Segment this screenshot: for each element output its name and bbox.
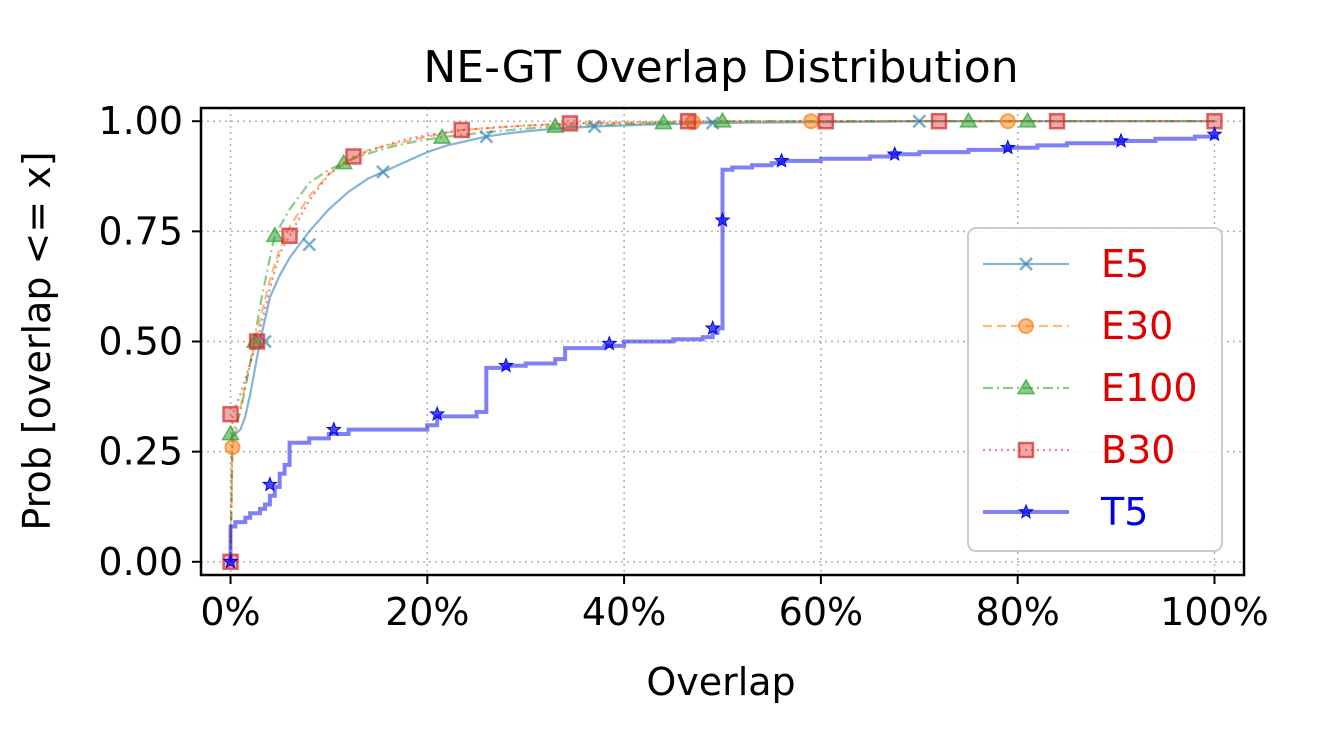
- legend: E5 E30 E100 B30 T5: [967, 227, 1223, 552]
- data-point-b30: [345, 148, 362, 165]
- chart-title: NE-GT Overlap Distribution: [423, 42, 1018, 93]
- y-tick-label: 0.50: [98, 320, 183, 364]
- legend-frame: [967, 227, 1223, 552]
- y-tick-label: 0.75: [98, 209, 183, 253]
- data-point-t5: [1206, 125, 1223, 142]
- legend-label-b30: B30: [1101, 428, 1175, 472]
- data-point-e100: [959, 111, 978, 128]
- x-tick-label: 60%: [779, 590, 863, 634]
- x-tick-label: 80%: [975, 590, 1059, 634]
- data-point-e5: [479, 129, 494, 144]
- legend-label-t5: T5: [1100, 490, 1148, 534]
- data-point-e30: [999, 113, 1016, 130]
- plot-frame: [199, 106, 1246, 577]
- data-point-e5: [302, 237, 317, 252]
- data-point-b30: [1048, 112, 1066, 130]
- data-point-b30: [222, 405, 239, 423]
- data-point-e30: [803, 113, 820, 130]
- series-line-e100: [229, 120, 1215, 562]
- plot-area: 0% 20% 40% 60% 80% 100% 0.00 0.25 0.50 0.75 1.00 E5…: [98, 99, 1268, 634]
- data-point-t5: [704, 319, 721, 336]
- data-point-t5: [222, 553, 239, 569]
- y-tick-label: 0.00: [98, 540, 183, 584]
- y-axis-title: Prob [overlap <= x]: [15, 151, 59, 530]
- data-point-e5: [376, 164, 390, 179]
- x-tick-label: 100%: [1160, 590, 1269, 634]
- data-point-t5: [325, 421, 342, 437]
- legend-label-e5: E5: [1101, 242, 1149, 286]
- data-point-e100: [432, 128, 452, 144]
- data-point-b30: [453, 121, 470, 139]
- legend-marker-e5: [1019, 257, 1033, 271]
- data-point-b30: [679, 112, 697, 130]
- data-point-t5: [1112, 132, 1130, 148]
- data-point-e30: [224, 439, 241, 456]
- data-point-b30: [281, 227, 298, 245]
- data-point-t5: [261, 476, 278, 492]
- series-line-t5: [228, 134, 1217, 562]
- data-point-e100: [545, 117, 565, 133]
- data-point-t5: [773, 152, 790, 168]
- data-point-e5: [587, 119, 602, 134]
- data-point-e5: [912, 114, 927, 129]
- legend-label-e100: E100: [1101, 366, 1198, 410]
- x-tick-label: 0%: [200, 590, 260, 634]
- legend-label-e30: E30: [1101, 304, 1173, 348]
- legend-marker-t5: [1017, 503, 1035, 519]
- data-point-t5: [886, 145, 903, 162]
- data-point-b30: [248, 333, 266, 350]
- x-tick-label: 40%: [582, 590, 666, 634]
- data-point-t5: [999, 139, 1016, 155]
- legend-marker-b30: [1017, 441, 1035, 459]
- legend-marker-e100: [1016, 378, 1036, 395]
- y-tick-label: 1.00: [98, 99, 183, 143]
- legend-marker-e30: [1018, 318, 1034, 334]
- data-point-b30: [930, 112, 948, 130]
- data-point-b30: [817, 112, 835, 130]
- data-point-e100: [713, 111, 732, 128]
- data-point-e100: [654, 113, 673, 130]
- y-tick-label: 0.25: [98, 430, 183, 474]
- data-point-e100: [265, 226, 285, 243]
- data-point-t5: [498, 357, 515, 373]
- data-point-t5: [601, 335, 618, 351]
- data-point-t5: [714, 211, 731, 228]
- data-point-t5: [429, 405, 446, 422]
- x-axis-title: Overlap: [646, 660, 795, 704]
- data-point-e100: [221, 424, 240, 441]
- series-line-b30: [229, 120, 1215, 562]
- data-point-e100: [1018, 111, 1037, 128]
- data-point-b30: [561, 115, 579, 132]
- x-tick-label: 20%: [385, 590, 469, 634]
